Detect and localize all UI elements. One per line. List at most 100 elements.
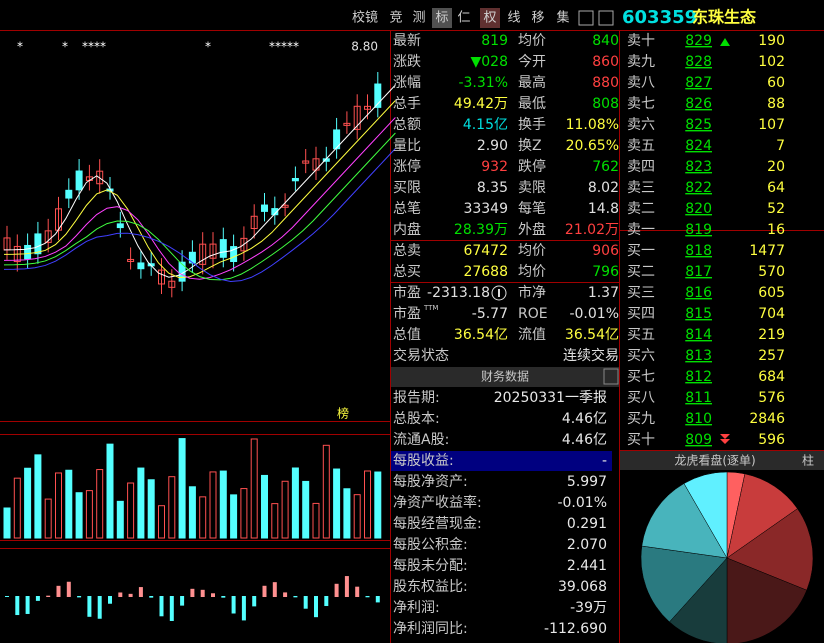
finance-value: 20250331一季报 — [494, 390, 607, 406]
macd-bar — [35, 596, 40, 601]
volume-bar — [178, 438, 186, 539]
volume-bar — [230, 494, 238, 539]
macd-bar — [25, 596, 30, 614]
volume-bar — [364, 470, 371, 539]
macd-bar — [200, 589, 205, 597]
moving-average — [3, 100, 396, 279]
quote-value: 819 — [481, 33, 508, 49]
row-highlight — [391, 451, 612, 471]
quote-label: 最高 — [518, 74, 546, 91]
quote-value: 762 — [592, 159, 619, 175]
quote-label: 均价 — [518, 33, 546, 49]
order-volume: 107 — [758, 117, 785, 133]
quote-value: 36.54亿 — [454, 327, 508, 343]
quote-label: 量比 — [393, 138, 421, 154]
candle-body — [158, 269, 165, 285]
order-price: 809 — [685, 432, 712, 448]
macd-bar — [365, 596, 370, 598]
order-price: 817 — [685, 264, 712, 280]
volume-bar — [127, 482, 135, 539]
volume-bar — [106, 443, 114, 539]
toolbar-button[interactable]: 移 — [531, 11, 544, 26]
order-label: 卖七 — [627, 96, 655, 112]
toolbar-button[interactable]: 测 — [412, 11, 425, 26]
order-price: 828 — [685, 54, 712, 70]
quote-label: 总值 — [393, 327, 421, 343]
candle-body — [65, 189, 73, 199]
macd-bar — [375, 596, 380, 603]
finance-value: -112.690 — [544, 621, 607, 637]
order-price: 814 — [685, 327, 712, 343]
volume-bar — [24, 467, 32, 539]
quote-value: -0.01% — [569, 306, 619, 322]
info-icon[interactable] — [491, 285, 507, 301]
candle-body — [240, 237, 248, 252]
order-price: 813 — [685, 348, 712, 364]
order-volume: 16 — [767, 222, 785, 238]
toolbar-button[interactable]: 权 — [483, 10, 496, 26]
quote-label: 内盘 — [393, 221, 421, 238]
toolbar-icon[interactable] — [578, 10, 594, 26]
order-label: 买八 — [627, 390, 655, 406]
candle-body — [137, 262, 145, 270]
order-label: 卖三 — [627, 180, 655, 196]
dropdown-button[interactable] — [603, 368, 619, 385]
quote-label: 均价 — [518, 243, 546, 259]
volume-bar — [261, 474, 268, 539]
quote-label: 涨幅 — [393, 75, 421, 91]
volume-bar — [209, 471, 217, 539]
quote-value: -3.31% — [458, 75, 508, 91]
macd-bar — [169, 596, 174, 621]
macd-bar — [108, 596, 112, 604]
order-price: 811 — [685, 390, 712, 406]
quote-value: 906 — [592, 243, 619, 259]
order-label: 卖十 — [627, 33, 655, 49]
moving-average — [3, 132, 396, 281]
finance-value: 0.291 — [567, 516, 607, 532]
toolbar-button[interactable]: 线 — [507, 11, 520, 26]
order-volume: 20 — [767, 159, 785, 175]
quote-value: ▼028 — [471, 54, 509, 70]
order-label: 卖六 — [627, 117, 655, 133]
quote-label: 买限 — [393, 180, 421, 196]
quote-label: 涨停 — [393, 158, 421, 175]
macd-bar — [180, 596, 185, 606]
toolbar-button[interactable]: 校镜 — [352, 10, 378, 26]
volume-bar — [302, 480, 310, 539]
stock-code: 603359 — [622, 7, 697, 28]
order-volume: 2846 — [749, 411, 785, 427]
finance-value: 2.441 — [567, 558, 607, 574]
signal-marker: * — [17, 40, 23, 54]
quote-value: 796 — [592, 264, 619, 280]
toolbar-button[interactable]: 竞 — [389, 10, 402, 26]
toolbar-icon[interactable] — [598, 10, 614, 26]
finance-label: 每股未分配: — [393, 558, 468, 574]
toolbar-button[interactable]: 仁 — [457, 11, 470, 26]
order-label: 卖五 — [627, 138, 655, 154]
finance-label: 报告期: — [393, 390, 440, 406]
volume-bar — [291, 467, 299, 539]
quote-value: 880 — [592, 75, 619, 91]
moving-average — [3, 84, 396, 278]
finance-label: 净利润同比: — [393, 621, 468, 637]
volume-bar — [55, 472, 62, 539]
macd-bar — [303, 596, 308, 609]
quote-value: 28.39万 — [454, 222, 508, 238]
quote-label: 市盈 — [393, 305, 421, 322]
toolbar-active-bg — [432, 8, 452, 28]
toolbar-button[interactable]: 标 — [435, 11, 448, 26]
finance-value: -39万 — [570, 600, 607, 616]
candle-body — [168, 280, 176, 288]
toolbar-button[interactable]: 集 — [556, 10, 569, 26]
quote-label: 总笔 — [393, 201, 421, 217]
panel-button[interactable]: 柱 — [802, 453, 814, 468]
signal-marker: ***** — [269, 40, 299, 54]
macd-bar — [252, 596, 257, 607]
quote-label: 外盘 — [518, 221, 546, 238]
volume-bar — [188, 486, 196, 539]
macd-bar — [314, 596, 318, 618]
order-volume: 570 — [758, 264, 785, 280]
quote-value: 808 — [592, 96, 619, 112]
up-arrow — [720, 38, 730, 46]
order-price: 815 — [685, 306, 712, 322]
